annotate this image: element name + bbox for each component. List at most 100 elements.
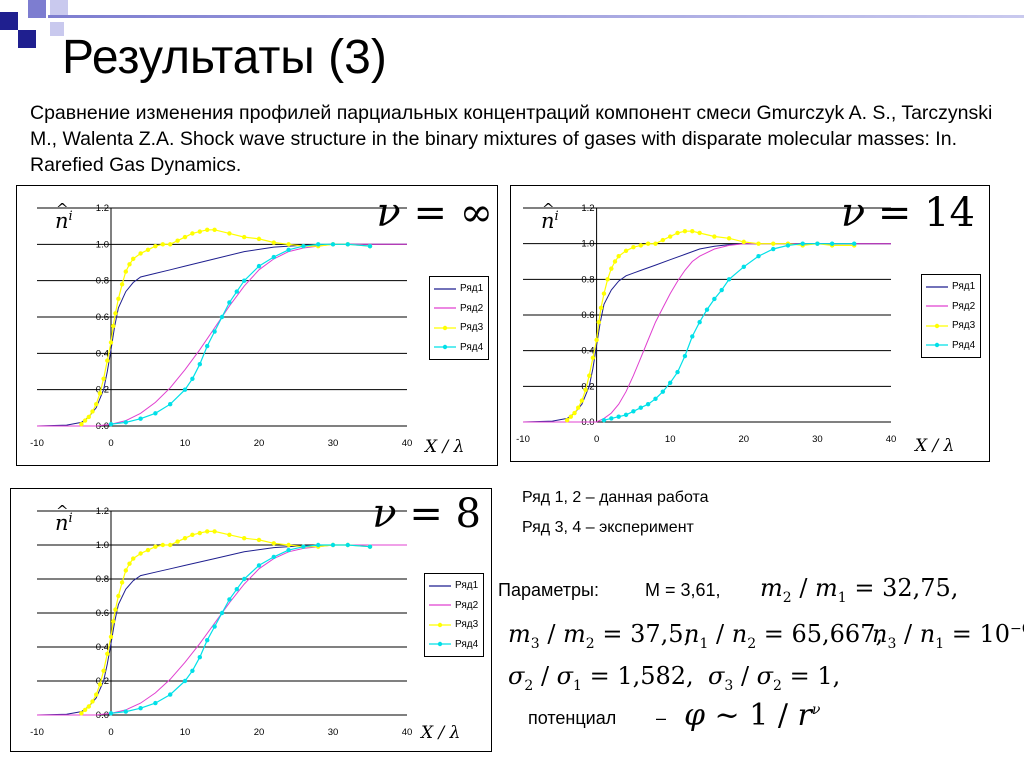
chart-svg: 0.00.20.40.60.81.01.2-10 0 10 20 30 40	[30, 203, 412, 449]
chart-svg: 0.00.20.40.60.81.01.2-10 0 10 20 30 40	[30, 506, 412, 738]
data-point	[242, 576, 247, 582]
data-point	[256, 537, 262, 543]
data-point	[645, 401, 651, 407]
chart-svg: 0.00.20.40.60.81.01.2-10 0 10 20 30 40	[516, 203, 896, 445]
chart-nu-8: 0.0 0.2 0.4 0.6 0.8 1.0 1.2 -10 0 10 20 30 40 ni ν =…	[10, 488, 492, 752]
y-tick-label: 0.6	[581, 310, 594, 321]
data-point	[105, 651, 110, 656]
y-tick-label: 1.0	[96, 540, 109, 551]
legend-item: Ряд3	[926, 316, 975, 336]
header-rule	[48, 15, 1024, 18]
data-point	[638, 405, 643, 410]
data-point	[631, 245, 636, 250]
deco-square	[50, 22, 64, 36]
formula-n1-n2: n1 / n2 = 65,667,	[684, 620, 884, 652]
data-point	[598, 305, 604, 311]
y-tick-label: 0.4	[581, 346, 594, 357]
data-point	[653, 396, 658, 402]
series-line-Ряд1	[36, 544, 407, 716]
data-point	[623, 412, 629, 418]
legend-item: Ряд4	[926, 336, 975, 356]
data-point	[205, 343, 210, 349]
data-point	[609, 416, 614, 421]
data-point	[660, 237, 666, 243]
legend-label: Ряд1	[455, 580, 479, 592]
data-point	[726, 277, 732, 282]
y-tick-label: 0.4	[96, 642, 109, 653]
data-point	[94, 692, 99, 697]
y-tick-label: 0.8	[581, 274, 594, 285]
series-line-Ряд2	[37, 243, 407, 427]
x-tick-label: 20	[254, 438, 265, 449]
legend-swatch-dot	[437, 622, 443, 627]
data-point	[138, 551, 143, 556]
data-point	[79, 711, 84, 716]
data-point	[97, 682, 103, 687]
data-point	[756, 253, 761, 259]
nu-label: ν = 8	[372, 491, 481, 537]
data-point	[785, 243, 791, 248]
data-point	[119, 580, 125, 585]
data-point	[182, 536, 188, 541]
data-point	[197, 655, 202, 660]
data-point	[367, 243, 373, 249]
y-tick-label: 1.0	[581, 239, 594, 250]
data-point	[316, 542, 321, 548]
data-point	[90, 699, 95, 704]
data-point	[612, 259, 618, 264]
legend-item: Ряд2	[434, 299, 483, 319]
x-tick-label: 0	[108, 438, 113, 449]
legend-swatch-dot	[442, 325, 448, 330]
data-point	[638, 243, 643, 248]
formula-m2-m1: m2 / m1 = 32,75,	[760, 574, 959, 606]
series-line-Ряд2	[37, 544, 407, 716]
legend: Ряд1 Ряд2 Ряд3 Ряд4	[921, 274, 982, 358]
data-point	[726, 236, 732, 241]
data-point	[212, 529, 217, 534]
data-point	[815, 241, 820, 246]
data-point	[623, 248, 629, 253]
nu-label: ν = ∞	[376, 190, 493, 236]
series-line-Ряд4	[110, 544, 371, 714]
data-point	[123, 269, 128, 274]
data-point	[145, 247, 151, 252]
data-point	[123, 709, 128, 714]
data-point	[286, 547, 291, 553]
data-point	[286, 242, 291, 247]
legend-label: Ряд4	[460, 341, 484, 353]
x-tick-label: 0	[594, 434, 599, 445]
formula-sigma2-sigma1: σ2 / σ1 = 1,582,	[508, 662, 694, 694]
data-point	[719, 287, 724, 293]
data-point	[153, 243, 158, 249]
data-point	[219, 610, 225, 616]
data-point	[190, 532, 195, 537]
data-point	[182, 234, 188, 240]
data-point	[330, 542, 336, 548]
data-point	[127, 262, 132, 267]
legend-label: Ряд3	[952, 320, 976, 332]
formula-sigma3-sigma2: σ3 / σ2 = 1,	[708, 662, 841, 694]
data-point	[616, 414, 621, 419]
y-tick-label: 0.6	[96, 608, 109, 619]
data-point	[197, 530, 202, 536]
y-axis-label: ni	[55, 209, 73, 233]
legend-swatch	[926, 323, 948, 328]
y-tick-label: 1.2	[581, 203, 594, 214]
data-point	[138, 251, 143, 256]
note-line-1: Ряд 1, 2 – данная работа	[522, 489, 709, 506]
legend-label: Ряд3	[460, 322, 484, 334]
data-point	[113, 607, 118, 612]
y-tick-label: 1.2	[96, 203, 109, 214]
data-point	[572, 410, 577, 416]
data-point	[568, 414, 574, 419]
data-point	[242, 234, 247, 240]
data-point	[108, 634, 114, 639]
data-point	[271, 240, 276, 245]
x-tick-label: 20	[254, 727, 265, 738]
legend-label: Ряд3	[455, 619, 479, 631]
data-point	[116, 593, 121, 599]
legend-swatch	[926, 286, 948, 288]
data-point	[697, 230, 702, 236]
data-point	[227, 231, 232, 236]
data-point	[594, 337, 599, 343]
